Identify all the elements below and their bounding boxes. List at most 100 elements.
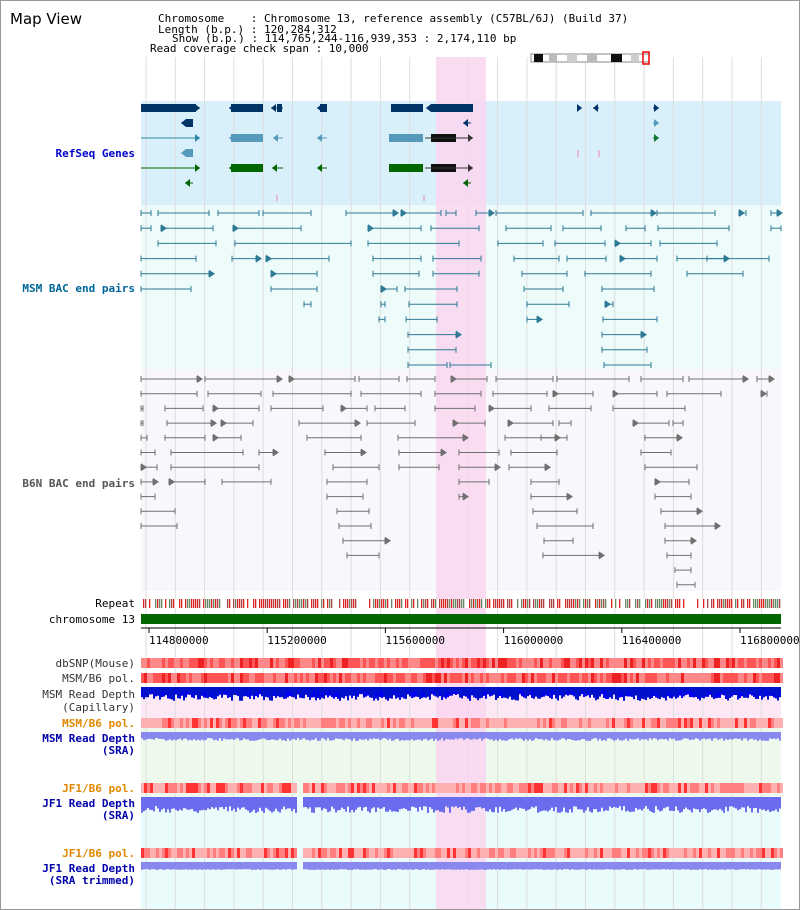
depth-bar[interactable]: [229, 732, 231, 740]
heat-cell[interactable]: [210, 673, 213, 683]
heat-cell[interactable]: [270, 718, 273, 728]
heat-cell[interactable]: [747, 658, 750, 668]
depth-bar[interactable]: [711, 687, 713, 696]
depth-bar[interactable]: [651, 797, 653, 813]
heat-cell[interactable]: [291, 783, 294, 793]
depth-bar[interactable]: [525, 732, 527, 740]
heat-cell[interactable]: [705, 658, 708, 668]
heat-cell[interactable]: [381, 848, 384, 858]
depth-bar[interactable]: [765, 687, 767, 697]
gene-arrow[interactable]: [272, 164, 277, 172]
heat-cell[interactable]: [393, 783, 396, 793]
depth-bar[interactable]: [445, 862, 447, 870]
repeat-element[interactable]: [241, 599, 243, 608]
heat-cell[interactable]: [381, 658, 384, 668]
heat-cell[interactable]: [387, 718, 390, 728]
depth-bar[interactable]: [335, 687, 337, 693]
depth-bar[interactable]: [769, 862, 771, 870]
repeat-element[interactable]: [637, 599, 639, 608]
heat-cell[interactable]: [471, 673, 474, 683]
repeat-element[interactable]: [523, 599, 525, 608]
depth-bar[interactable]: [347, 862, 349, 870]
heat-cell[interactable]: [468, 848, 471, 858]
depth-bar[interactable]: [667, 732, 669, 741]
heat-cell[interactable]: [711, 848, 714, 858]
heat-cell[interactable]: [531, 783, 534, 793]
depth-bar[interactable]: [223, 732, 225, 739]
depth-bar[interactable]: [549, 797, 551, 810]
depth-bar[interactable]: [389, 797, 391, 810]
heat-cell[interactable]: [780, 718, 783, 728]
depth-bar[interactable]: [295, 862, 297, 870]
depth-bar[interactable]: [141, 732, 143, 739]
depth-bar[interactable]: [273, 862, 275, 870]
depth-bar[interactable]: [749, 862, 751, 870]
depth-bar[interactable]: [299, 732, 301, 740]
depth-bar[interactable]: [495, 862, 497, 870]
heat-cell[interactable]: [297, 718, 300, 728]
depth-bar[interactable]: [477, 687, 479, 701]
heat-cell[interactable]: [318, 783, 321, 793]
depth-bar[interactable]: [571, 687, 573, 692]
repeat-element[interactable]: [169, 599, 171, 608]
depth-bar[interactable]: [761, 862, 763, 870]
heat-cell[interactable]: [549, 783, 552, 793]
depth-bar[interactable]: [471, 797, 473, 812]
depth-bar[interactable]: [241, 797, 243, 808]
heat-cell[interactable]: [660, 848, 663, 858]
repeat-element[interactable]: [373, 599, 375, 608]
depth-bar[interactable]: [749, 797, 751, 809]
depth-bar[interactable]: [457, 687, 459, 694]
depth-bar[interactable]: [729, 862, 731, 870]
depth-bar[interactable]: [603, 797, 605, 812]
heat-cell[interactable]: [159, 718, 162, 728]
depth-bar[interactable]: [725, 797, 727, 807]
repeat-element[interactable]: [277, 599, 279, 608]
depth-bar[interactable]: [387, 687, 389, 701]
repeat-element[interactable]: [559, 599, 561, 608]
depth-bar[interactable]: [319, 797, 321, 808]
repeat-element[interactable]: [757, 599, 759, 608]
heat-cell[interactable]: [660, 718, 663, 728]
repeat-element[interactable]: [527, 599, 529, 608]
heat-cell[interactable]: [462, 783, 465, 793]
depth-bar[interactable]: [685, 862, 687, 870]
repeat-element[interactable]: [401, 599, 403, 608]
heat-cell[interactable]: [405, 658, 408, 668]
depth-bar[interactable]: [719, 687, 721, 692]
repeat-element[interactable]: [741, 599, 743, 608]
depth-bar[interactable]: [431, 732, 433, 739]
heat-cell[interactable]: [402, 673, 405, 683]
heat-cell[interactable]: [528, 658, 531, 668]
heat-cell[interactable]: [639, 673, 642, 683]
heat-cell[interactable]: [219, 718, 222, 728]
depth-bar[interactable]: [159, 732, 161, 739]
depth-bar[interactable]: [451, 797, 453, 807]
depth-bar[interactable]: [453, 797, 455, 808]
depth-bar[interactable]: [743, 797, 745, 808]
heat-cell[interactable]: [774, 658, 777, 668]
depth-bar[interactable]: [679, 687, 681, 696]
depth-bar[interactable]: [557, 862, 559, 870]
heat-cell[interactable]: [492, 718, 495, 728]
heat-cell[interactable]: [630, 658, 633, 668]
repeat-element[interactable]: [639, 599, 641, 608]
depth-bar[interactable]: [205, 862, 207, 870]
depth-bar[interactable]: [593, 797, 595, 810]
depth-bar[interactable]: [257, 732, 259, 740]
repeat-element[interactable]: [435, 599, 437, 608]
heat-cell[interactable]: [741, 848, 744, 858]
heat-cell[interactable]: [324, 658, 327, 668]
depth-bar[interactable]: [515, 862, 517, 870]
depth-bar[interactable]: [225, 797, 227, 807]
heat-cell[interactable]: [729, 783, 732, 793]
heat-cell[interactable]: [405, 718, 408, 728]
depth-bar[interactable]: [741, 862, 743, 870]
depth-bar[interactable]: [501, 687, 503, 699]
heat-cell[interactable]: [504, 783, 507, 793]
gene-arrow[interactable]: [195, 104, 200, 112]
depth-bar[interactable]: [323, 687, 325, 699]
depth-bar[interactable]: [209, 687, 211, 697]
heat-cell[interactable]: [618, 673, 621, 683]
heat-cell[interactable]: [357, 673, 360, 683]
